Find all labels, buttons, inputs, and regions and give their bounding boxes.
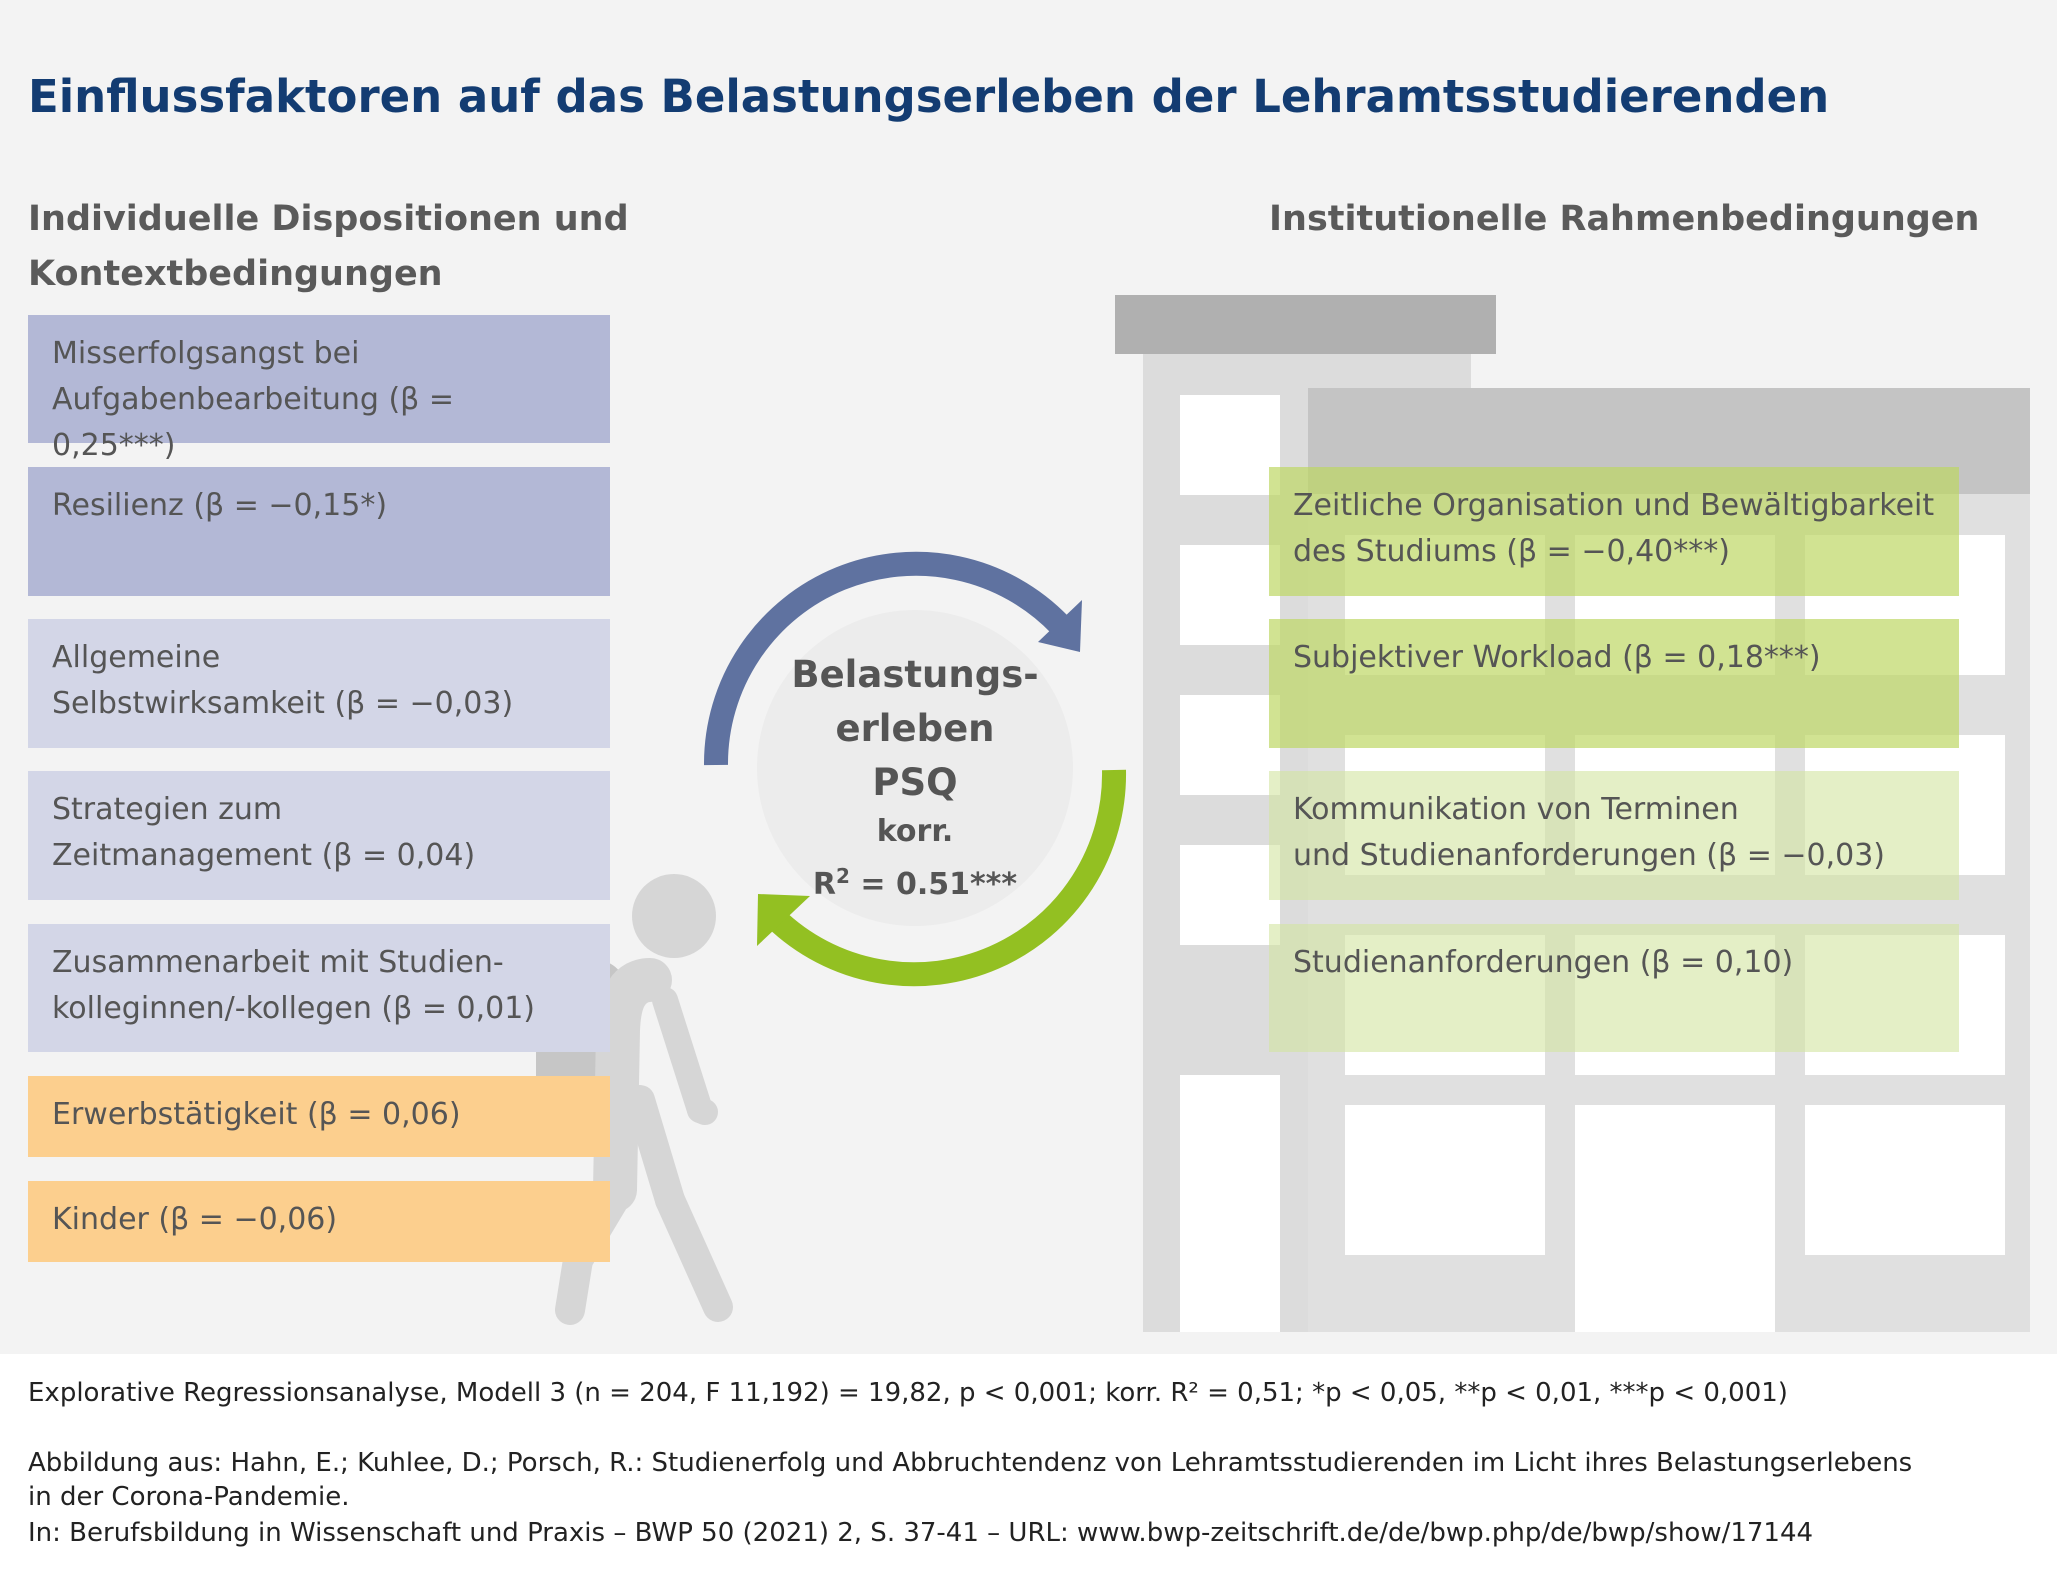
left-heading-line: Individuelle Dispositionen und — [28, 199, 629, 239]
factor-box-erwerbstaetigkeit: Erwerbstätigkeit (β = 0,06) — [28, 1076, 610, 1157]
factor-box-kinder: Kinder (β = −0,06) — [28, 1181, 610, 1262]
center-circle — [757, 610, 1073, 926]
center-line: Belastungs- — [791, 653, 1039, 696]
factor-box-misserfolgsangst: Misserfolgsangst bei Aufgabenbearbeitung… — [28, 315, 610, 463]
factor-text: und Studienanforderungen (β = −0,03) — [1293, 838, 1886, 873]
r-squared: R2 = 0.51*** — [757, 854, 1073, 907]
r2-sup: 2 — [836, 864, 850, 888]
right-heading: Institutionelle Rahmenbedingungen — [1269, 199, 1980, 239]
factor-text: Zeitliche Organisation und Bewältigbarke… — [1293, 488, 1935, 523]
factor-text: Misserfolgsangst bei — [52, 336, 360, 371]
factor-box-studienanforderungen: Studienanforderungen (β = 0,10) — [1269, 924, 1959, 1052]
arc-green — [766, 769, 1127, 987]
factor-box-workload: Subjektiver Workload (β = 0,18***) — [1269, 619, 1959, 748]
factor-text: des Studiums (β = −0,40***) — [1293, 534, 1730, 569]
factor-box-kommunikation: Kommunikation von Terminen und Studienan… — [1269, 771, 1959, 900]
factor-text: Subjektiver Workload (β = 0,18***) — [1293, 640, 1821, 675]
building-roof-front — [1115, 295, 1496, 354]
factor-text: Selbstwirksamkeit (β = −0,03) — [52, 686, 514, 721]
factor-box-zeitmanagement: Strategien zum Zeitmanagement (β = 0,04) — [28, 771, 610, 900]
factor-text: kolleginnen/-kollegen (β = 0,01) — [52, 991, 535, 1026]
factor-text: Erwerbstätigkeit (β = 0,06) — [52, 1097, 461, 1132]
arrow-head-green-icon — [757, 894, 810, 946]
center-line: erleben — [835, 707, 995, 750]
factor-box-zeitliche-organisation: Zeitliche Organisation und Bewältigbarke… — [1269, 467, 1959, 596]
left-heading: Individuelle Dispositionen und Kontextbe… — [28, 192, 629, 302]
arc-blue — [703, 551, 1069, 766]
regression-note: Explorative Regressionsanalyse, Modell 3… — [28, 1378, 1788, 1408]
page-title: Einflussfaktoren auf das Belastungserleb… — [28, 70, 1830, 123]
source-line-3: In: Berufsbildung in Wissenschaft und Pr… — [28, 1518, 1814, 1548]
factor-text: Resilienz (β = −0,15*) — [52, 488, 388, 523]
factor-text: Zeitmanagement (β = 0,04) — [52, 838, 476, 873]
factor-box-zusammenarbeit: Zusammenarbeit mit Studien- kolleginnen/… — [28, 924, 610, 1052]
source-line-2: in der Corona-Pandemie. — [28, 1482, 350, 1512]
factor-text: Allgemeine — [52, 640, 221, 675]
center-line: PSQ — [872, 761, 958, 804]
center-label: Belastungs- erleben PSQ korr. R2 = 0.51*… — [757, 648, 1073, 907]
left-heading-line: Kontextbedingungen — [28, 254, 443, 294]
factor-text: Strategien zum — [52, 792, 283, 827]
factor-box-resilienz: Resilienz (β = −0,15*) — [28, 467, 610, 596]
factor-text: Kinder (β = −0,06) — [52, 1202, 338, 1237]
factor-text: Studienanforderungen (β = 0,10) — [1293, 945, 1794, 980]
r2-label: R — [812, 867, 837, 902]
factor-text: Kommunikation von Terminen — [1293, 792, 1739, 827]
factor-text: Zusammenarbeit mit Studien- — [52, 945, 504, 980]
center-line: korr. — [876, 814, 954, 849]
factor-text: Aufgabenbearbeitung (β = 0,25***) — [52, 382, 454, 463]
factor-box-selbstwirksamkeit: Allgemeine Selbstwirksamkeit (β = −0,03) — [28, 619, 610, 748]
arrow-head-blue-icon — [1038, 600, 1082, 652]
source-line-1: Abbildung aus: Hahn, E.; Kuhlee, D.; Por… — [28, 1448, 1913, 1478]
r2-value: = 0.51*** — [849, 867, 1018, 902]
